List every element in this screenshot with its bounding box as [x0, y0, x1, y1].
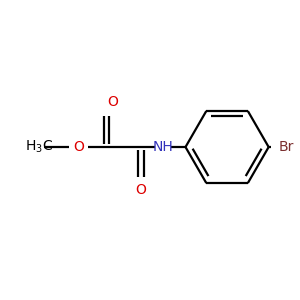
Text: O: O: [107, 95, 118, 110]
Text: H$_3$C: H$_3$C: [25, 139, 53, 155]
Text: NH: NH: [153, 140, 174, 154]
Text: Br: Br: [279, 140, 294, 154]
Text: O: O: [136, 183, 146, 197]
Text: O: O: [73, 140, 84, 154]
